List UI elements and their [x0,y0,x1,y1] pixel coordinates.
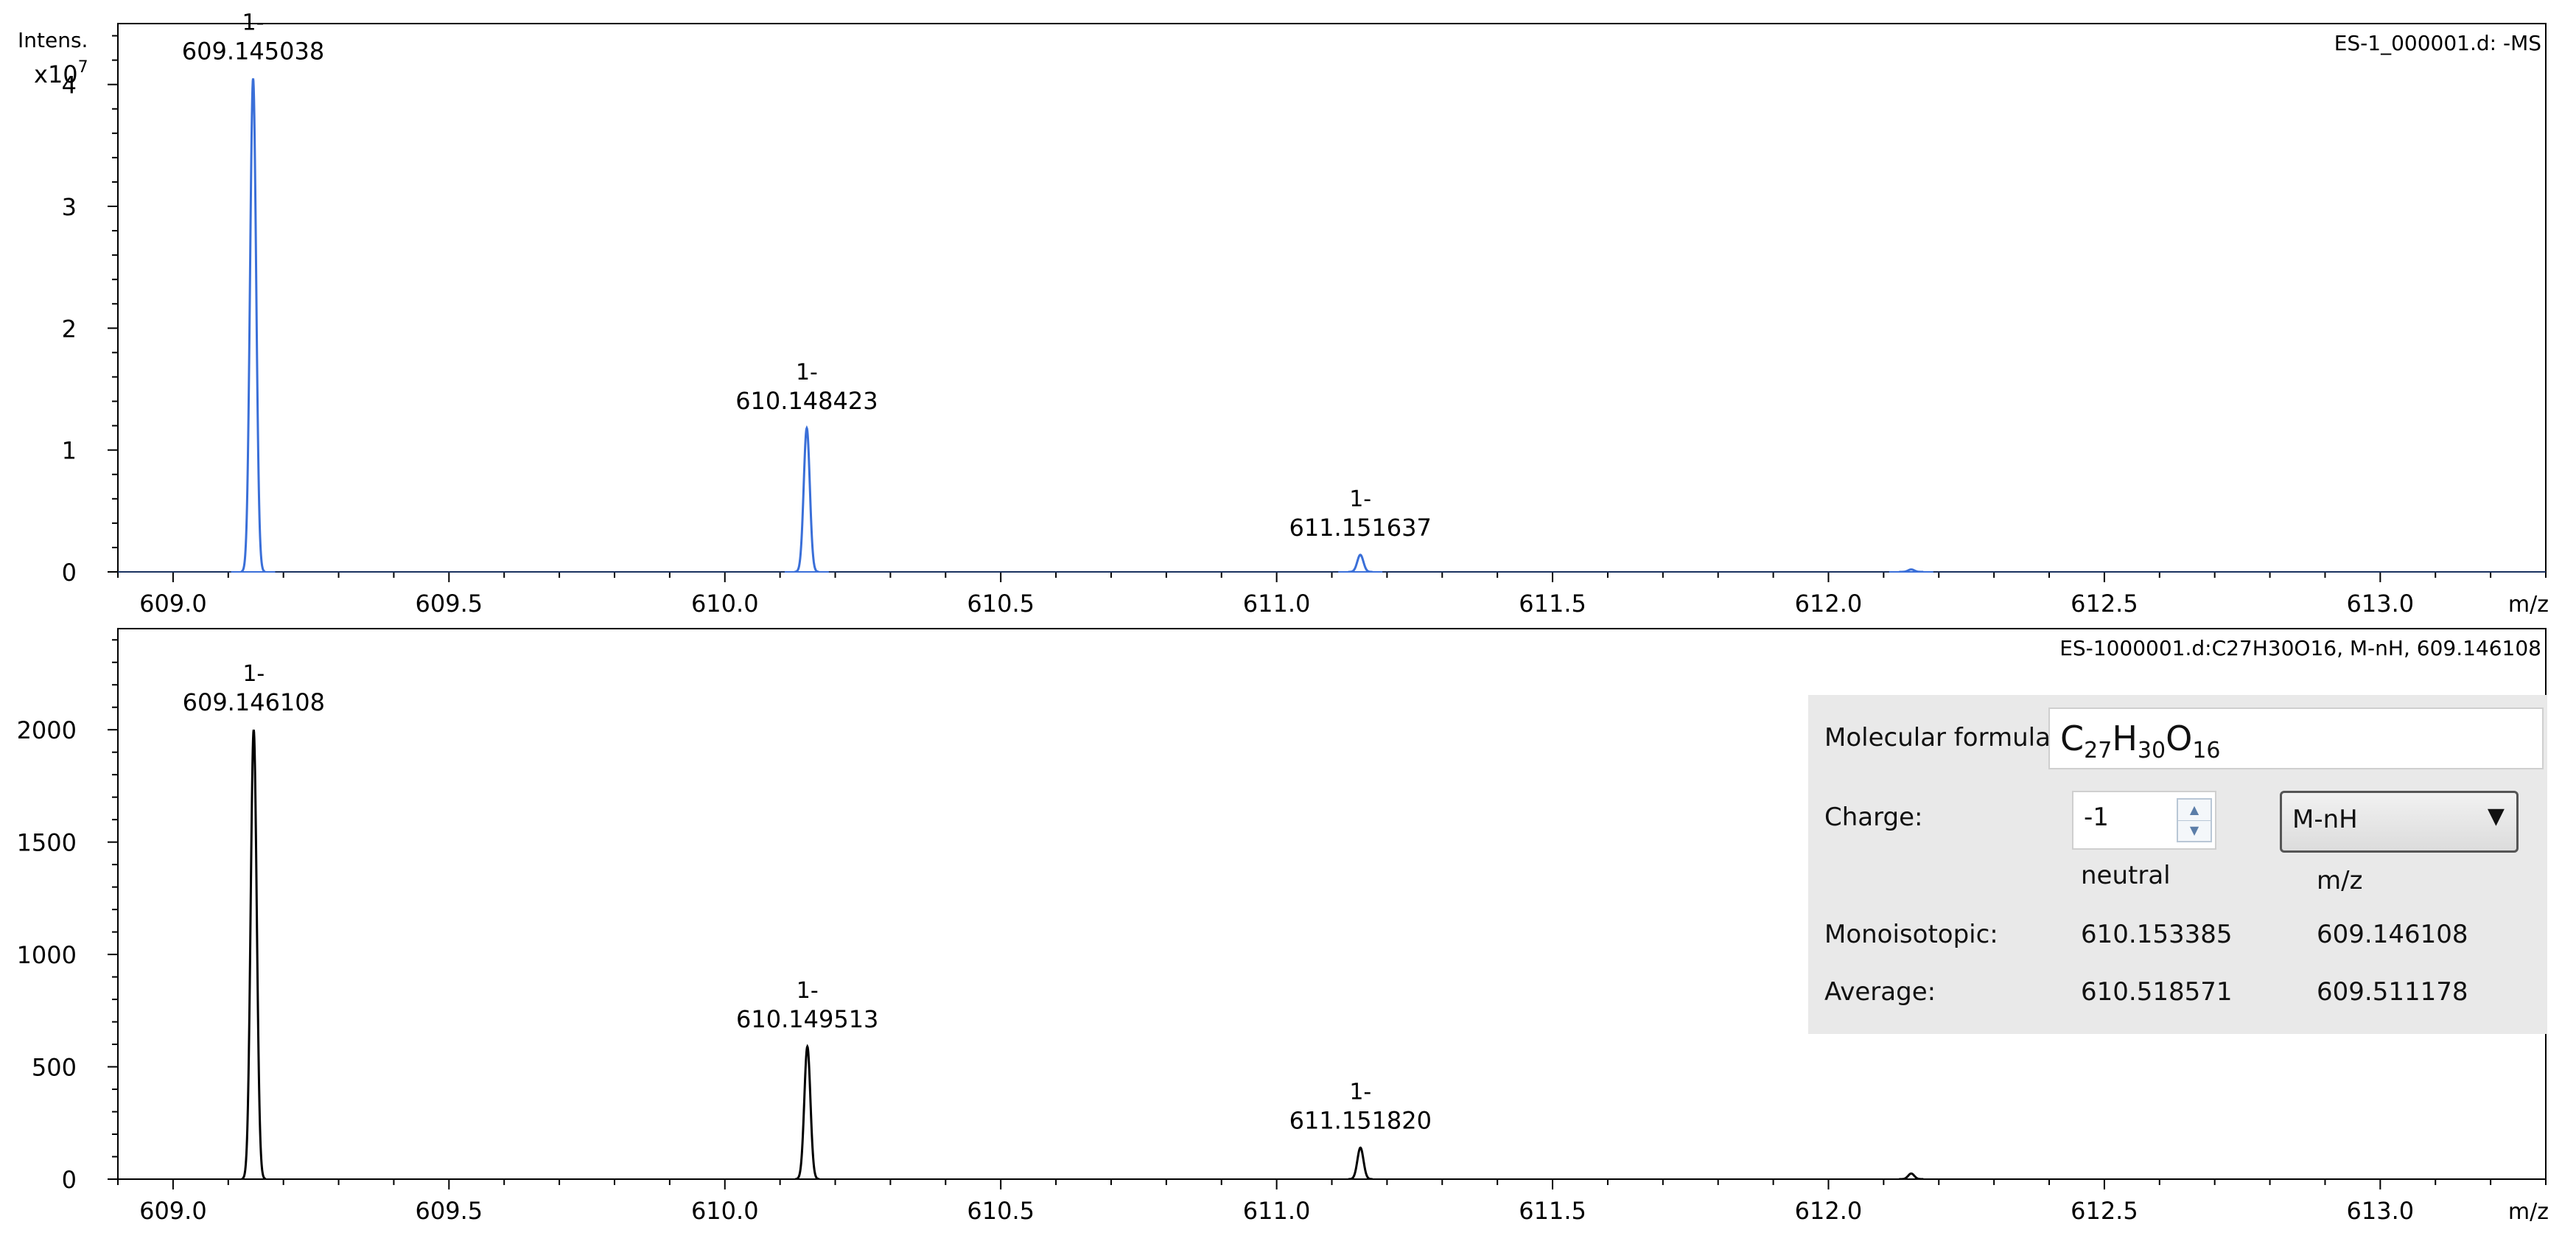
peak-charge-label: 1- [1349,486,1371,512]
formula-c: C [2060,719,2085,758]
average-mz-value: 609.511178 [2317,977,2468,1007]
y-tick-label: 2000 [17,716,77,744]
x-tick-label: 610.5 [967,1197,1035,1225]
peak-mz-label: 610.149513 [736,1005,878,1033]
x-axis-unit: m/z [2508,1199,2549,1225]
y-tick-label: 1000 [17,941,77,969]
monoisotopic-neutral-value: 610.153385 [2081,920,2233,949]
molecular-formula-field[interactable]: C27H30O16 [2048,707,2544,769]
y-tick-label: 500 [32,1054,77,1082]
x-tick-label: 613.0 [2347,1197,2415,1225]
molecular-formula-label: Molecular formula: [1824,723,2059,752]
plot-frame [117,23,2547,573]
spectrum-peak [240,78,266,572]
spectrum-panel-top: 609.0 609.5 610.0 610.5 611.0 611.5 612.0 612.5… [18,10,2549,618]
x-tick-label: 610.0 [691,590,759,618]
peak-mz-label: 611.151637 [1289,514,1431,542]
spectrum-peak [795,1044,820,1179]
y-tick-label: 0 [62,1166,77,1194]
monoisotopic-label: Monoisotopic: [1824,920,1998,949]
x-tick-label: 611.0 [1243,1197,1311,1225]
peak-mz-label: 609.146108 [183,688,325,716]
x-tick-label: 612.0 [1795,590,1863,618]
y-tick-label: 4 [62,71,77,99]
y-tick-label: 2 [62,315,77,343]
adduct-value: M-nH [2292,805,2358,834]
y-tick-label: 0 [62,559,77,587]
peak-charge-label: 1- [797,978,819,1004]
dropdown-arrow-icon[interactable]: ▼ [2487,803,2505,829]
formula-h-count: 30 [2137,738,2166,763]
x-tick-label: 613.0 [2347,590,2415,618]
y-axis-title: Intens. [18,28,88,52]
charge-value: -1 [2084,803,2109,832]
x-tick-label: 610.0 [691,1197,759,1225]
y-tick-label: 3 [62,193,77,221]
peak-charge-label: 1- [242,661,265,687]
x-tick-label: 609.5 [416,590,483,618]
x-tick-label: 609.0 [139,1197,207,1225]
spectrum-panel-bottom: 609.0 609.5 610.0 610.5 611.0 611.5 612.0 612.5… [17,628,2549,1225]
x-tick-label: 612.5 [2071,590,2138,618]
charge-spinbox[interactable]: -1 ▲ ▼ [2072,791,2216,850]
average-label: Average: [1824,977,1936,1007]
x-axis-unit: m/z [2508,592,2549,618]
y-tick-label: 1500 [17,829,77,857]
charge-label: Charge: [1824,803,1923,832]
spectrum-peak [1899,1172,1924,1179]
x-tick-label: 609.0 [139,590,207,618]
x-tick-label: 611.5 [1519,590,1586,618]
spectrum-peak [241,730,267,1179]
x-tick-label: 609.5 [416,1197,483,1225]
formula-info-panel: Molecular formula: C27H30O16 Charge: -1 … [1808,695,2547,1034]
x-tick-label: 610.5 [967,590,1035,618]
spectrum-peak [1348,553,1373,572]
spectrum-file-label: ES-1_000001.d: -MS [2334,31,2541,55]
spin-up-arrow-icon[interactable]: ▲ [2178,800,2211,821]
x-tick-label: 612.0 [1795,1197,1863,1225]
formula-o-count: 16 [2192,738,2221,763]
spectrum-file-label: ES-1000001.d:C27H30O16, M-nH, 609.146108 [2059,636,2541,660]
spectrum-peak [794,425,819,572]
peak-mz-label: 610.148423 [735,387,878,415]
x-tick-label: 611.5 [1519,1197,1586,1225]
mz-column-header: m/z [2317,866,2363,895]
x-tick-label: 611.0 [1243,590,1311,618]
peak-charge-label: 1- [242,10,265,35]
formula-c-count: 27 [2084,738,2113,763]
neutral-column-header: neutral [2081,861,2171,890]
x-tick-label: 612.5 [2071,1197,2138,1225]
peak-mz-label: 611.151820 [1289,1106,1432,1134]
spin-down-arrow-icon[interactable]: ▼ [2189,823,2199,837]
spectrum-peak [1348,1146,1373,1179]
y-tick-label: 1 [62,437,77,465]
adduct-select[interactable]: M-nH ▼ [2280,791,2519,853]
peak-mz-label: 609.145038 [182,37,324,65]
charge-spin-buttons[interactable]: ▲ ▼ [2177,798,2212,842]
monoisotopic-mz-value: 609.146108 [2317,920,2468,949]
formula-h: H [2112,719,2138,758]
peak-charge-label: 1- [796,360,818,385]
y-axis-multiplier: x107 [34,58,88,88]
average-neutral-value: 610.518571 [2081,977,2233,1007]
formula-o: O [2166,719,2193,758]
peak-charge-label: 1- [1349,1079,1371,1105]
